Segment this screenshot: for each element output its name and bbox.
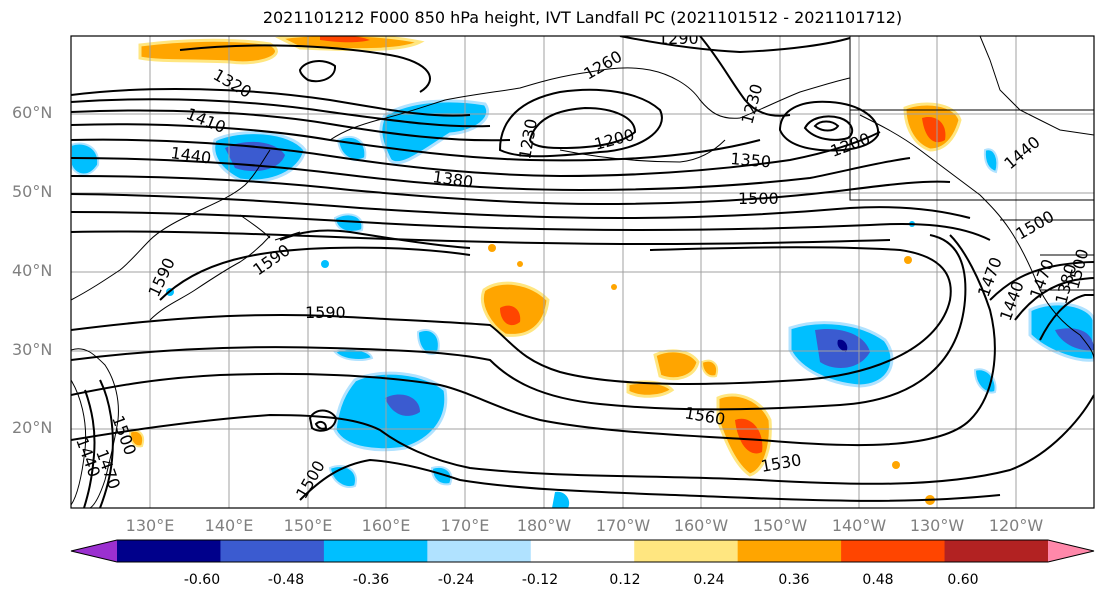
colorbar-outline [70,539,1095,563]
lon-label-130w: 130°W [909,516,965,535]
contour-label: 1350 [730,149,772,171]
colorbar [70,539,1095,563]
colorbar-arrow-max [1048,540,1094,562]
map-frame [70,35,1095,509]
lon-label-170e: 170°E [440,516,490,535]
gridlines [71,36,1094,508]
lat-label-30n: 30°N [12,340,53,359]
lon-label-160w: 160°W [673,516,729,535]
lon-label-170w: 170°W [595,516,651,535]
colorbar-tick-label: 0.24 [693,572,725,588]
lat-label-60n: 60°N [12,103,53,122]
colorbar-tick-label: -0.24 [437,572,475,588]
colorbar-swatch [841,540,946,562]
map-title: 2021101212 F000 850 hPa height, IVT Land… [262,8,903,27]
colorbar-tick-label: -0.12 [521,572,559,588]
colorbar-tick-label: 0.12 [609,572,641,588]
colorbar-swatch [737,540,842,562]
lat-label-20n: 20°N [12,418,53,437]
lon-label-130e: 130°E [125,516,175,535]
colorbar-swatch [634,540,739,562]
lon-label-150w: 150°W [752,516,808,535]
colorbar-swatch [427,540,532,562]
colorbar-swatch [117,540,221,562]
lon-label-150e: 150°E [283,516,333,535]
lon-label-140w: 140°W [831,516,887,535]
lon-label-120w: 120°W [988,516,1044,535]
contour-label: 1500 [738,189,779,208]
contour-label: 1290 [658,29,699,48]
lon-label-180w: 180°W [516,516,572,535]
lon-label-160e: 160°E [361,516,411,535]
colorbar-tick-label: -0.60 [183,572,221,588]
colorbar-tick-label: 0.36 [778,572,810,588]
lon-label-140e: 140°E [204,516,254,535]
colorbar-tick-label: 0.48 [862,572,894,588]
contour-label: 1590 [305,303,346,322]
colorbar-swatch [530,540,635,562]
colorbar-tick-label: -0.48 [267,572,305,588]
height-contours [71,36,1094,508]
colorbar-tick-label: 0.60 [947,572,979,588]
colorbar-swatch [323,540,428,562]
lat-label-50n: 50°N [12,182,53,201]
colorbar-arrow-min [71,540,117,562]
colorbar-swatch [220,540,325,562]
colorbar-tick-label: -0.36 [352,572,390,588]
colorbar-swatch [944,540,1049,562]
lat-label-40n: 40°N [12,261,53,280]
